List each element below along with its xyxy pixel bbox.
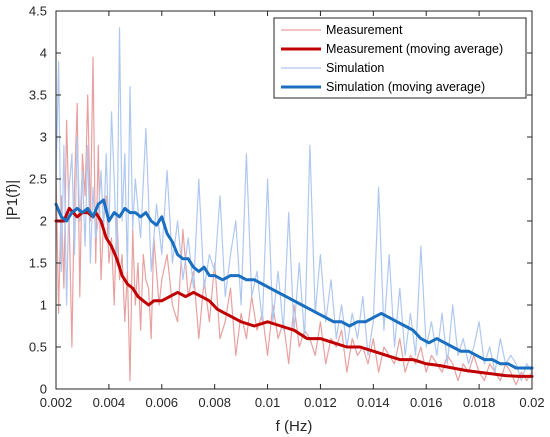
x-axis: 0.002 0.004 0.006 0.008 0.01 0.012 0.014 0.016 0…	[40, 11, 545, 410]
x-tick-label: 0.01	[255, 395, 280, 410]
y-tick-label: 1.5	[29, 256, 47, 271]
y-tick-label: 0	[40, 382, 47, 397]
y-tick-label: 3	[40, 130, 47, 145]
plot-box	[55, 10, 533, 390]
x-tick-label: 0.016	[410, 395, 443, 410]
x-tick-label: 0.008	[198, 395, 231, 410]
series-layer	[54, 27, 534, 386]
axes-layer	[55, 10, 533, 390]
y-tick-label: 2.5	[29, 172, 47, 187]
y-tick-label: 1	[40, 298, 47, 313]
legend-label-measurement-moving-average: Measurement (moving average)	[326, 42, 503, 56]
legend: Measurement Measurement (moving average)…	[273, 17, 527, 99]
legend-label-simulation: Simulation	[326, 61, 384, 75]
x-tick-label: 0.014	[357, 395, 390, 410]
legend-label-measurement: Measurement	[326, 23, 403, 37]
x-tick-label: 0.018	[463, 395, 496, 410]
y-tick-label: 4	[40, 46, 47, 61]
x-tick-label: 0.012	[304, 395, 337, 410]
y-axis: 0 0.5 1 1.5 2 2.5 3 3.5 4 4.5	[29, 4, 532, 397]
legend-box	[273, 17, 527, 99]
y-tick-label: 3.5	[29, 88, 47, 103]
x-tick-label: 0.006	[146, 395, 179, 410]
x-axis-label: f (Hz)	[276, 418, 313, 435]
y-tick-label: 2	[40, 214, 47, 229]
series-line-measurement-moving-average	[54, 206, 534, 378]
y-axis-label: |P1(f)|	[4, 180, 21, 220]
x-tick-label: 0.02	[519, 395, 544, 410]
legend-label-simulation-moving-average: Simulation (moving average)	[326, 80, 485, 94]
x-tick-label: 0.004	[93, 395, 126, 410]
series-line-simulation-moving-average	[54, 198, 534, 370]
y-tick-label: 4.5	[29, 4, 47, 19]
y-tick-label: 0.5	[29, 340, 47, 355]
x-tick-label: 0.002	[40, 395, 73, 410]
